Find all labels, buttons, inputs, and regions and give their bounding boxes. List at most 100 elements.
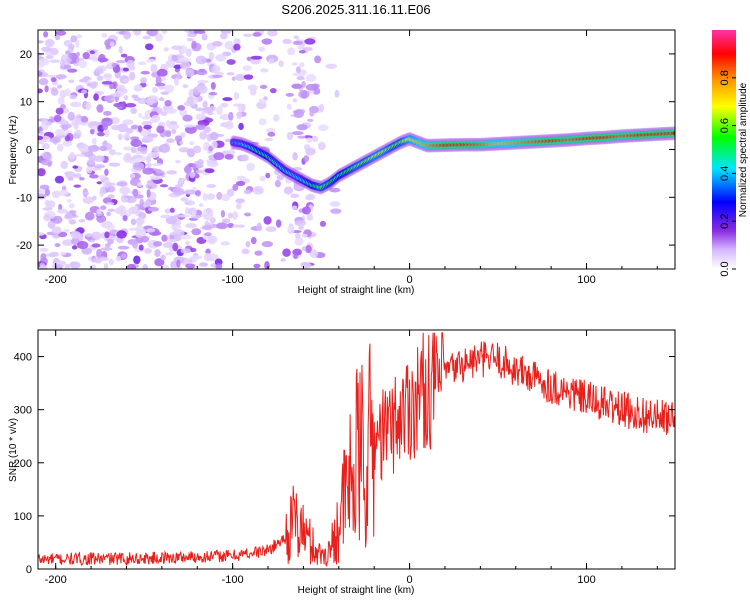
noise-speck <box>96 208 102 215</box>
noise-speck <box>137 125 143 133</box>
noise-speck <box>195 113 206 121</box>
noise-speck <box>68 44 74 53</box>
noise-speck <box>292 152 298 161</box>
noise-speck <box>292 205 298 210</box>
noise-speck <box>120 197 129 203</box>
noise-speck <box>116 230 127 239</box>
colorbar-label: Normalized spectral amplitude <box>738 82 749 217</box>
spectrogram-ridge <box>229 126 675 195</box>
noise-speck <box>117 245 130 250</box>
noise-speck <box>243 33 253 38</box>
noise-speck <box>221 218 231 224</box>
noise-speck <box>81 89 88 95</box>
noise-speck <box>153 241 163 247</box>
noise-speck <box>47 253 57 258</box>
noise-speck <box>135 217 145 225</box>
noise-speck <box>194 160 203 165</box>
noise-speck <box>237 103 245 113</box>
noise-speck <box>115 255 122 262</box>
noise-speck <box>123 95 129 100</box>
noise-speck <box>121 101 127 110</box>
noise-speck <box>286 131 294 141</box>
noise-speck <box>104 231 110 239</box>
colorbar-tick-label: 0.6 <box>719 118 731 133</box>
noise-speck <box>54 34 61 41</box>
noise-speck <box>97 131 105 137</box>
noise-speck <box>249 58 262 65</box>
noise-speck <box>90 81 99 87</box>
noise-speck <box>137 146 148 152</box>
snr-panel: -200 -100 0 100 0 100 200 300 400 Height of stra… <box>8 329 676 596</box>
noise-speck <box>306 137 313 143</box>
noise-speck <box>269 87 277 94</box>
noise-speck <box>294 236 304 246</box>
noise-speck <box>90 264 97 269</box>
snr-ytick-label: 400 <box>14 352 32 364</box>
noise-speck <box>285 92 295 97</box>
snr-ytick-label: 300 <box>14 405 32 417</box>
noise-speck <box>104 38 117 48</box>
noise-speck <box>317 124 329 132</box>
noise-speck <box>294 219 307 227</box>
noise-speck <box>154 258 165 267</box>
noise-speck <box>96 214 107 223</box>
noise-speck <box>100 247 113 251</box>
noise-speck <box>232 224 242 228</box>
noise-speck <box>130 218 137 226</box>
noise-speck <box>87 159 96 165</box>
noise-speck <box>115 152 122 156</box>
colorbar-ticks: 0.0 0.2 0.4 0.6 0.8 <box>719 70 736 277</box>
noise-speck <box>47 161 52 167</box>
noise-speck <box>70 35 78 43</box>
noise-speck <box>60 104 66 110</box>
noise-speck <box>329 187 341 193</box>
noise-speck <box>211 65 221 74</box>
noise-speck <box>141 120 153 127</box>
noise-speck <box>110 124 121 131</box>
noise-speck <box>184 125 197 134</box>
noise-speck <box>250 55 263 60</box>
noise-speck <box>78 176 85 181</box>
noise-speck <box>190 30 196 34</box>
noise-speck <box>236 202 242 210</box>
noise-speck <box>156 68 168 77</box>
noise-speck <box>106 202 115 206</box>
noise-speck <box>216 222 228 230</box>
noise-speck <box>201 109 207 115</box>
noise-speck <box>132 188 139 197</box>
noise-speck <box>122 119 134 125</box>
colorbar-tick-label: 0.8 <box>719 70 731 85</box>
noise-speck <box>165 59 176 68</box>
noise-speck <box>55 30 67 36</box>
noise-speck <box>101 117 113 127</box>
noise-speck <box>259 84 268 90</box>
spectrogram-xlabel: Height of straight line (km) <box>298 285 415 296</box>
noise-speck <box>93 93 99 101</box>
noise-speck <box>160 91 170 95</box>
noise-speck <box>196 69 208 76</box>
noise-speck <box>193 145 202 154</box>
noise-speck <box>45 54 54 60</box>
noise-speck <box>64 135 71 142</box>
noise-speck <box>42 207 53 211</box>
colorbar-tick-label: 0.2 <box>719 214 731 229</box>
noise-speck <box>249 88 257 96</box>
noise-speck <box>107 208 116 212</box>
noise-speck <box>133 255 141 265</box>
noise-speck <box>180 248 191 254</box>
noise-speck <box>54 129 66 136</box>
noise-speck <box>84 211 95 221</box>
noise-speck <box>38 78 49 86</box>
noise-speck <box>235 180 246 187</box>
noise-speck <box>162 242 174 248</box>
noise-speck <box>115 59 127 64</box>
noise-speck <box>58 189 69 196</box>
noise-speck <box>254 250 263 256</box>
noise-speck <box>211 74 223 78</box>
noise-speck <box>256 222 262 232</box>
spectrogram-xtick-label: 0 <box>407 274 413 286</box>
noise-speck <box>41 46 52 52</box>
noise-speck <box>168 239 177 243</box>
noise-speck <box>82 51 90 60</box>
noise-speck <box>56 264 62 268</box>
